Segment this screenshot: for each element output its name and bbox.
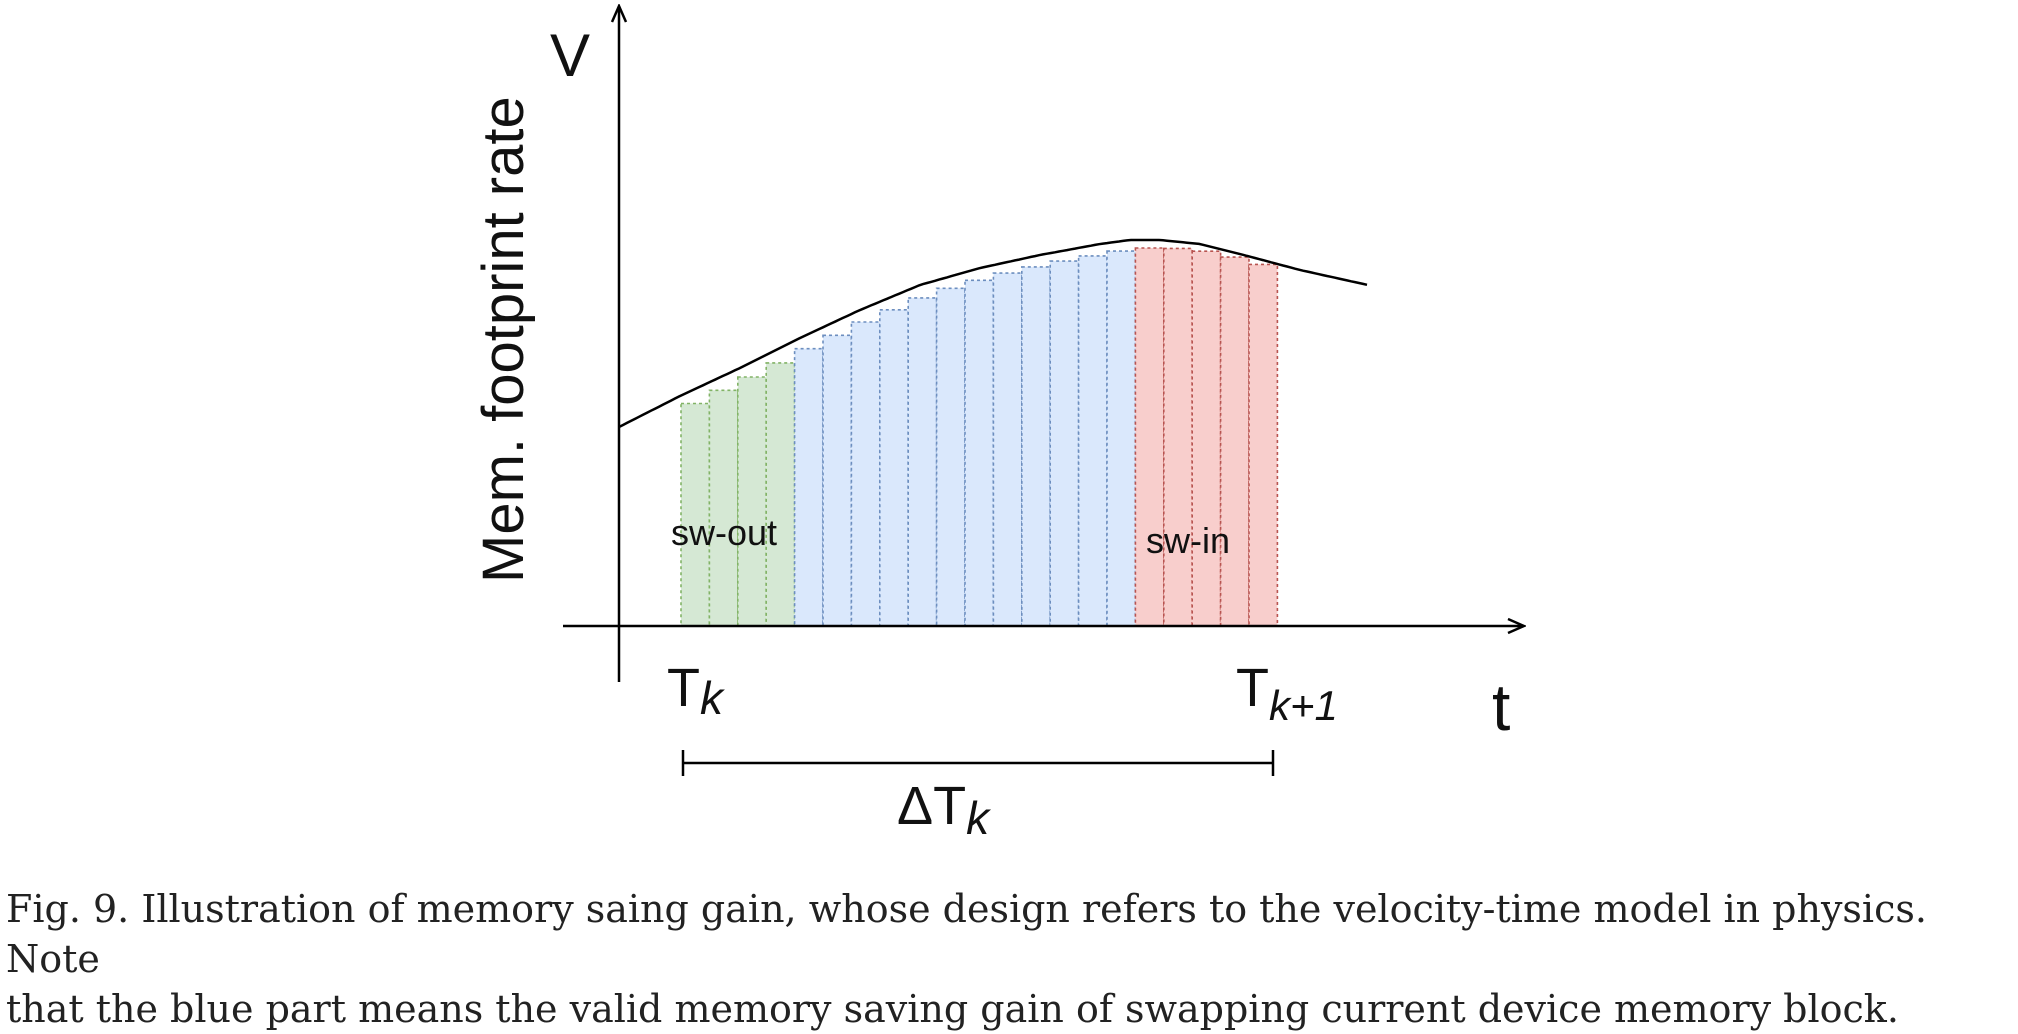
- t-k1-sub: k+1: [1269, 682, 1338, 729]
- t-k-base: T: [667, 658, 700, 718]
- valid-gain-bar: [1049, 260, 1080, 627]
- valid-gain-bar: [1020, 266, 1051, 627]
- t-k1-label: Tk+1: [1236, 658, 1338, 729]
- swap-out-bar: [765, 362, 796, 627]
- caption-line-2: that the blue part means the valid memor…: [6, 987, 1899, 1031]
- velocity-time-diagram: V Mem. footprint rate t sw-out sw-in Tk …: [471, 0, 2018, 844]
- delta-t-label: ΔTk: [897, 776, 991, 844]
- sw-out-label: sw-out: [671, 512, 777, 553]
- t-k-label: Tk: [667, 658, 725, 724]
- swap-in-bar: [1163, 247, 1194, 627]
- delta-t-base: ΔT: [897, 776, 966, 836]
- swap-out-bar: [708, 389, 739, 627]
- caption-line-1: Fig. 9. Illustration of memory saing gai…: [6, 887, 1927, 981]
- valid-gain-bar: [935, 287, 966, 627]
- valid-gain-bar: [850, 321, 881, 627]
- y-axis-label: Mem. footprint rate: [471, 96, 536, 583]
- valid-gain-bar: [964, 279, 995, 627]
- t-k1-base: T: [1236, 658, 1269, 718]
- delta-t-bracket: [681, 750, 1275, 776]
- valid-gain-bar: [793, 347, 824, 627]
- swap-in-bar: [1134, 247, 1165, 627]
- t-k-sub: k: [700, 672, 725, 724]
- valid-gain-bar: [878, 308, 909, 627]
- valid-gain-bar: [1077, 255, 1108, 627]
- y-axis-symbol: V: [550, 22, 590, 89]
- swap-in-bar: [1248, 263, 1279, 627]
- valid-gain-bar: [1106, 250, 1137, 627]
- swap-out-region: [680, 362, 796, 627]
- valid-gain-bar: [992, 272, 1023, 627]
- swap-in-bar: [1219, 256, 1250, 627]
- figure-caption: Fig. 9. Illustration of memory saing gai…: [6, 884, 2014, 1034]
- swap-out-bar: [736, 376, 767, 627]
- sw-in-label: sw-in: [1146, 520, 1230, 561]
- x-axis-symbol: t: [1492, 670, 1510, 744]
- valid-gain-bar: [907, 297, 938, 627]
- footprint-curve: [618, 238, 1368, 429]
- valid-gain-bar: [822, 334, 853, 627]
- valid-gain-region: [793, 250, 1137, 627]
- swap-in-region: [1134, 247, 1279, 627]
- swap-in-bar: [1191, 250, 1222, 627]
- delta-t-sub: k: [966, 792, 991, 844]
- swap-out-bar: [680, 402, 711, 627]
